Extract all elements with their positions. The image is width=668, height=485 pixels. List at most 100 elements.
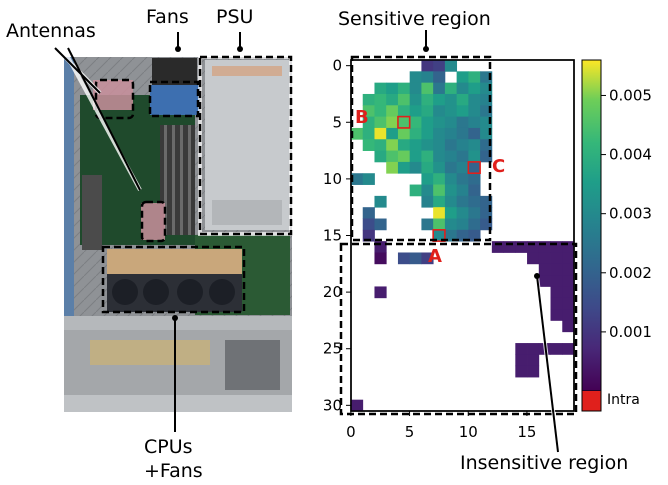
- heatmap-cell: [433, 116, 446, 129]
- y-tick-label: 25: [323, 340, 342, 358]
- heatmap-cell: [433, 173, 446, 185]
- heatmap-cell: [421, 139, 434, 151]
- heatmap-cell: [456, 82, 469, 95]
- heatmap-cell: [562, 297, 575, 310]
- heatmap-cell: [456, 207, 469, 219]
- label-fans: Fans: [146, 6, 189, 28]
- colorbar-intra-swatch: [582, 391, 601, 411]
- heatmap-cell: [468, 116, 481, 129]
- colorbar-tick-label: 0.002: [609, 264, 652, 282]
- heatmap-cell: [491, 241, 504, 253]
- heatmap-cell: [374, 105, 387, 118]
- heatmap-cell: [562, 286, 575, 299]
- heatmap-cell: [562, 252, 575, 265]
- heatmap-cell: [362, 93, 375, 106]
- heatmap-cell: [480, 139, 493, 151]
- heatmap-cell: [433, 161, 446, 174]
- antenna-box-1: [94, 78, 135, 120]
- heatmap-cell: [456, 139, 469, 151]
- heatmap-cell: [386, 161, 399, 174]
- heatmap-cell: [468, 82, 481, 95]
- x-tick-label: 10: [459, 423, 478, 441]
- heatmap-cell: [468, 173, 481, 185]
- label-cpus-fans: +Fans: [144, 460, 203, 482]
- heatmap-cell: [433, 139, 446, 151]
- marker-b: [397, 115, 411, 129]
- heatmap-cell: [456, 229, 469, 242]
- heatmap-cell: [468, 127, 481, 140]
- heatmap-cell: [444, 150, 458, 163]
- heatmap-cell: [433, 71, 446, 84]
- heatmap-cell: [386, 127, 399, 140]
- heatmap-cell: [550, 343, 563, 355]
- heatmap-cell: [421, 195, 434, 208]
- heatmap-cell: [468, 229, 481, 242]
- heatmap-cell: [374, 241, 387, 253]
- heatmap-cell: [480, 218, 493, 231]
- heatmap-cell: [480, 116, 493, 129]
- marker-group: [397, 115, 481, 242]
- heatmap-cell: [550, 286, 563, 299]
- heatmap-cells: [351, 60, 575, 412]
- heatmap-cell: [397, 150, 411, 163]
- label-cpus: CPUs: [144, 436, 193, 458]
- heatmap-cell: [374, 252, 387, 265]
- sensitive-region-box: [350, 55, 492, 242]
- x-tick-label: 0: [346, 423, 356, 441]
- insensitive-region-box: [339, 242, 578, 416]
- heatmap-cell: [468, 184, 481, 197]
- heatmap-cell: [386, 82, 399, 95]
- heatmap-cell: [374, 286, 387, 299]
- heatmap-cell: [538, 241, 551, 253]
- heatmap-cell: [550, 297, 563, 310]
- heatmap-cell: [386, 139, 399, 151]
- heatmap-cell: [444, 184, 458, 197]
- heatmap-cell: [421, 161, 434, 174]
- heatmap-cell: [456, 93, 469, 106]
- heatmap-cell: [468, 218, 481, 231]
- heatmap-cell: [421, 150, 434, 163]
- heatmap-cell: [374, 195, 387, 208]
- heatmap-cell: [444, 207, 458, 219]
- heatmap-cell: [562, 241, 575, 253]
- colorbar: [582, 60, 601, 391]
- cpus-box: [101, 245, 246, 314]
- heatmap-cell: [409, 184, 422, 197]
- heatmap-cell: [409, 127, 422, 140]
- heatmap-cell: [397, 139, 411, 151]
- heatmap-cell: [409, 150, 422, 163]
- heatmap-cell: [409, 139, 422, 151]
- heatmap-cell: [433, 127, 446, 140]
- heatmap-cell: [397, 82, 411, 95]
- heatmap-cell: [527, 241, 540, 253]
- heatmap-cell: [527, 354, 540, 367]
- heatmap-cell: [468, 195, 481, 208]
- marker-a: [432, 229, 446, 242]
- heatmap-cell: [456, 184, 469, 197]
- heatmap-cell: [444, 105, 458, 118]
- heatmap-cell: [480, 207, 493, 219]
- heatmap-cell: [433, 229, 446, 242]
- heatmap-cell: [468, 93, 481, 106]
- label-sensitive-region: Sensitive region: [338, 8, 491, 30]
- heatmap-cell: [456, 71, 469, 84]
- heatmap-cell: [562, 309, 575, 321]
- heatmap-cell: [433, 218, 446, 231]
- heatmap-cell: [421, 93, 434, 106]
- heatmap-cell: [421, 184, 434, 197]
- heatmap-cell: [421, 116, 434, 129]
- heatmap-cell: [351, 127, 364, 140]
- heatmap-cell: [421, 60, 434, 72]
- heatmap-cell: [409, 105, 422, 118]
- heatmap-cell: [362, 116, 375, 129]
- label-psu: PSU: [216, 6, 254, 28]
- heatmap-cell: [515, 354, 528, 367]
- x-axis: 0 5 10 15: [346, 411, 536, 441]
- heatmap-cell: [433, 195, 446, 208]
- heatmap-cell: [409, 82, 422, 95]
- heatmap-cell: [433, 150, 446, 163]
- heatmap-cell: [421, 173, 434, 185]
- heatmap-cell: [538, 263, 551, 276]
- heatmap-cell: [550, 309, 563, 321]
- heatmap-cell: [550, 275, 563, 287]
